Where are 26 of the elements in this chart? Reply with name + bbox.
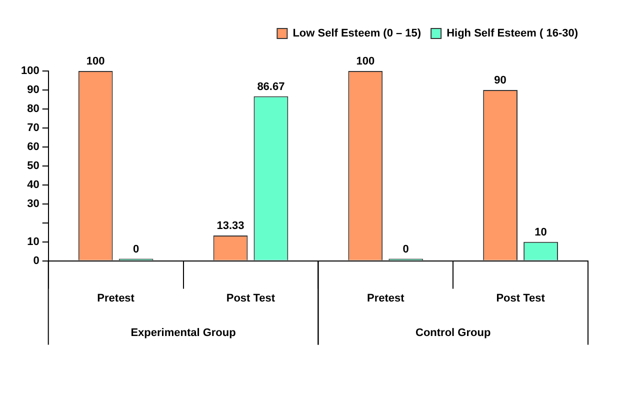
- x-tick-label: Post Test: [226, 292, 276, 304]
- x-tick-label: Post Test: [496, 292, 546, 304]
- text: Control Group: [416, 326, 491, 339]
- y-tick-label: 10: [27, 236, 40, 248]
- legend-label: High Self Esteem ( 16-30): [446, 28, 578, 40]
- data-label: 86.67: [257, 80, 285, 93]
- data-label: 10: [534, 226, 547, 238]
- y-tick-label: 90: [27, 84, 40, 96]
- y-tick-label: 60: [27, 140, 40, 153]
- y-tick-label: 70: [27, 122, 40, 134]
- y-tick-label: 100: [20, 65, 40, 78]
- data-label: 100: [86, 56, 105, 68]
- data-label: 100: [356, 56, 375, 68]
- y-tick-label: 30: [27, 198, 40, 210]
- data-label: 0: [402, 243, 409, 256]
- y-tick-label: 0: [33, 254, 40, 267]
- x-tick-label: Pretest: [97, 292, 135, 304]
- legend-label: Low Self Esteem (0 – 15): [292, 28, 422, 40]
- y-tick-label: 50: [27, 160, 40, 172]
- data-label: 90: [494, 74, 506, 87]
- x-tick-label: Pretest: [366, 292, 405, 304]
- y-tick-label: 40: [27, 178, 40, 191]
- data-label: 13.33: [216, 220, 244, 232]
- y-tick-label: 80: [27, 102, 40, 115]
- data-label: 0: [132, 243, 140, 256]
- text: Experimental Group: [130, 326, 236, 339]
